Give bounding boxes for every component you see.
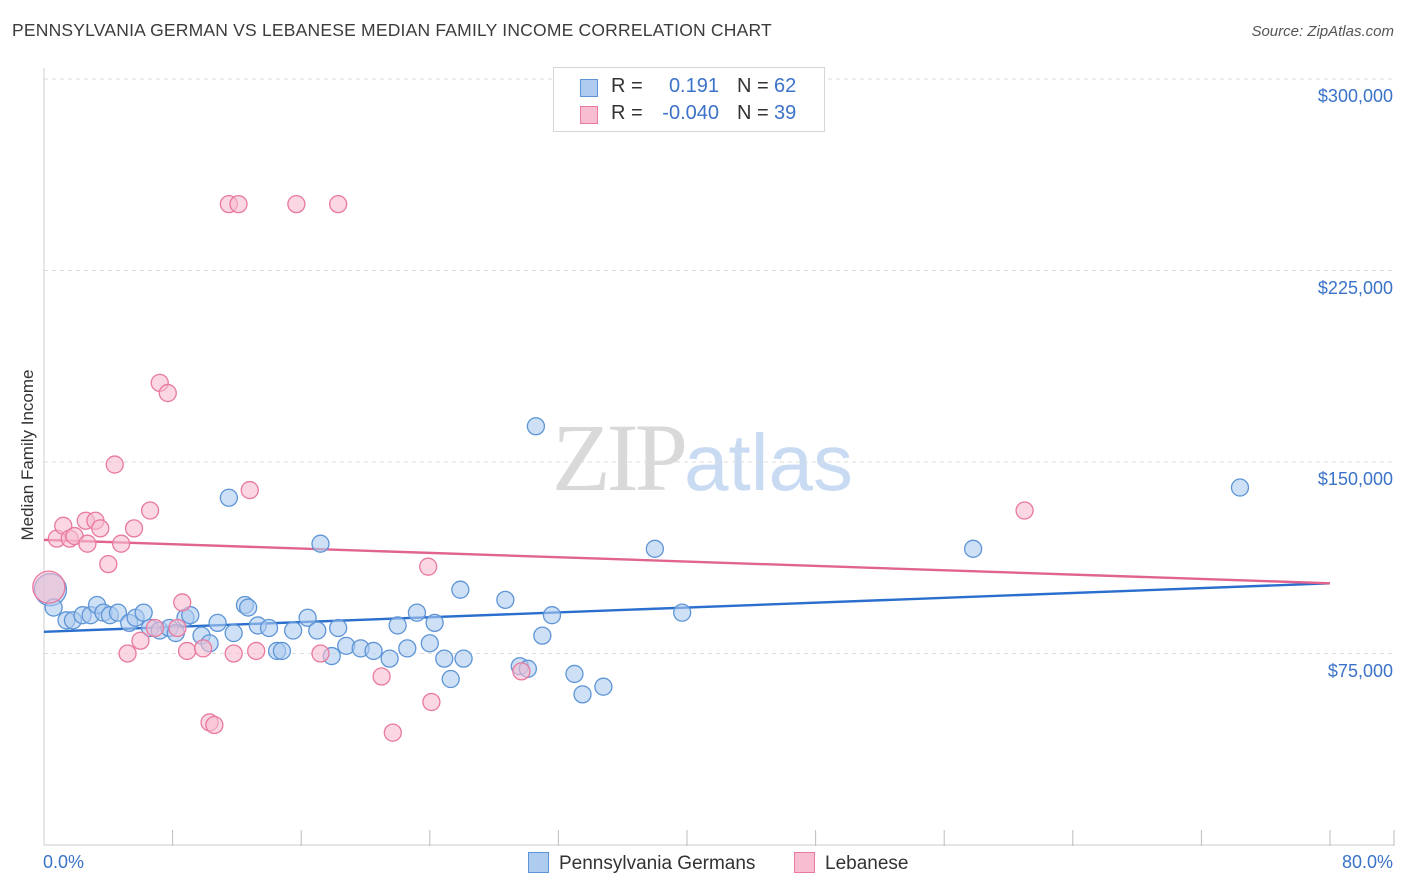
data-point-pink [372, 667, 391, 686]
n-label: N = [737, 102, 769, 124]
data-point-pink [173, 593, 192, 612]
data-point-pink [383, 723, 402, 742]
data-point-pink [158, 383, 177, 403]
watermark-atlas: atlas [684, 418, 853, 507]
data-point-blue [496, 590, 515, 610]
legend-item-lebanese[interactable]: Lebanese [794, 852, 908, 875]
data-point-blue [645, 539, 664, 558]
trend-line-pink [43, 538, 1331, 585]
data-point-pink [177, 641, 197, 661]
data-point-pink [140, 501, 160, 520]
data-point-blue [364, 641, 383, 661]
legend-label: Pennsylvania Germans [559, 853, 756, 874]
data-point-blue [542, 606, 562, 625]
data-point-pink [118, 644, 137, 663]
legend-label: Lebanese [825, 853, 909, 874]
r-label: R = [611, 102, 643, 124]
data-point-pink [131, 631, 150, 650]
data-point-pink [287, 194, 306, 214]
data-point-pink [229, 194, 248, 214]
data-point-pink [99, 554, 118, 574]
data-point-blue [134, 603, 153, 622]
data-point-blue [963, 539, 983, 558]
r-label: R = [611, 75, 643, 97]
data-point-blue [398, 639, 417, 658]
data-point-blue [380, 649, 399, 668]
data-point-blue [425, 613, 444, 633]
data-point-blue [219, 488, 239, 507]
watermark-zip: ZIP [552, 404, 688, 511]
data-point-blue [451, 580, 470, 599]
data-point-blue [441, 669, 460, 689]
data-point-blue [308, 621, 327, 640]
data-point-pink [168, 618, 187, 638]
data-point-blue [284, 621, 303, 640]
r-value: -0.040 [662, 102, 719, 124]
data-point-pink [193, 639, 213, 658]
stats-legend: R = 0.191 N = 62 R = -0.040 N = 39 [553, 67, 825, 132]
y-tick-label: $300,000 [1317, 86, 1393, 106]
data-point-blue [259, 618, 279, 638]
data-point-blue [526, 417, 546, 436]
data-point-pink [78, 534, 97, 553]
y-tick-label: $225,000 [1317, 277, 1393, 298]
data-point-blue [565, 664, 584, 684]
data-point-blue [311, 534, 330, 553]
data-point-blue [435, 649, 454, 668]
data-point-blue [1230, 478, 1250, 497]
data-point-blue [420, 634, 439, 653]
data-point-blue [239, 598, 258, 617]
n-value: 62 [774, 75, 797, 97]
data-point-blue [673, 603, 692, 622]
data-point-blue [329, 618, 348, 638]
data-point-blue [108, 603, 128, 622]
x-tick-label-min: 0.0% [43, 852, 85, 872]
data-point-pink [105, 455, 124, 474]
blue-swatch [528, 852, 549, 873]
n-value: 39 [774, 102, 797, 124]
data-point-blue [272, 641, 292, 661]
data-point-pink [124, 519, 144, 538]
data-point-pink [329, 194, 348, 214]
data-point-pink [112, 534, 131, 553]
y-tick-label: $75,000 [1327, 660, 1393, 681]
data-point-blue [388, 616, 407, 635]
data-point-blue [407, 603, 427, 622]
data-point-pink [422, 692, 441, 712]
data-point-pink [512, 662, 531, 681]
watermark: ZIPatlas [552, 402, 853, 513]
data-point-blue [224, 623, 243, 643]
data-point-blue [298, 608, 317, 627]
data-point-pink [240, 480, 259, 500]
n-label: N = [737, 75, 769, 97]
chart-title: PENNSYLVANIA GERMAN VS LEBANESE MEDIAN F… [12, 20, 772, 40]
x-tick-label-max: 80.0% [1341, 852, 1393, 872]
data-point-pink [311, 644, 330, 663]
pink-swatch [794, 852, 815, 873]
blue-swatch [580, 79, 598, 97]
pink-swatch [580, 106, 598, 124]
legend-item-pennsylvania-germans[interactable]: Pennsylvania Germans [528, 852, 755, 875]
r-value: 0.191 [668, 75, 719, 97]
data-point-blue [533, 626, 552, 645]
source-label: Source: ZipAtlas.com [1251, 23, 1394, 40]
data-point-pink [205, 715, 224, 735]
data-point-pink [419, 557, 438, 576]
data-point-blue [454, 649, 473, 668]
data-point-pink [91, 519, 110, 538]
data-point-blue [573, 685, 592, 704]
data-point-pink [1015, 501, 1034, 520]
data-point-pink [247, 641, 266, 661]
data-point-pink [32, 570, 66, 604]
data-point-pink [145, 618, 165, 638]
y-tick-label: $150,000 [1317, 469, 1393, 489]
data-point-blue [208, 613, 227, 633]
data-point-blue [594, 677, 613, 696]
data-point-pink [224, 644, 243, 663]
